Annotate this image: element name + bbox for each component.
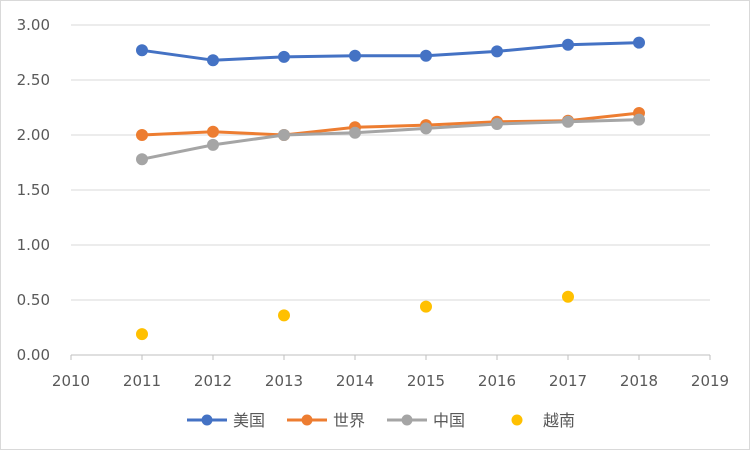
x-tick-label: 2019	[691, 372, 729, 390]
series-3	[136, 290, 574, 341]
data-point	[349, 49, 361, 62]
data-point	[207, 54, 219, 67]
data-point	[562, 290, 574, 303]
legend-label: 越南	[543, 411, 575, 430]
y-tick-label: 1.50	[17, 181, 50, 199]
legend-item: 世界	[287, 411, 365, 430]
data-point	[136, 153, 148, 166]
series-2	[136, 113, 645, 166]
data-point	[136, 328, 148, 341]
legend-item: 中国	[387, 411, 465, 430]
legend-label: 世界	[333, 411, 365, 430]
x-tick-label: 2018	[620, 372, 658, 390]
axes: 0.00 0.50 1.00 1.50 2.00 2.50 3.00 2010 2011 2012…	[17, 16, 730, 390]
data-point	[349, 126, 361, 139]
legend-item: 美国	[187, 411, 265, 430]
data-point	[562, 115, 574, 128]
y-tick-label: 0.00	[17, 346, 50, 364]
legend-marker	[401, 414, 413, 426]
data-point	[136, 129, 148, 141]
series-0	[136, 36, 645, 67]
data-point	[633, 113, 645, 126]
y-tick-label: 2.00	[17, 126, 50, 144]
legend-item: 越南	[511, 411, 575, 430]
legend-label: 美国	[233, 411, 265, 430]
y-tick-label: 0.50	[17, 291, 50, 309]
x-tick-label: 2012	[194, 372, 232, 390]
data-point	[278, 50, 290, 63]
x-tick-label: 2016	[478, 372, 516, 390]
legend-marker	[301, 414, 313, 426]
y-tick-label: 2.50	[17, 71, 50, 89]
legend: 美国 世界 中国 越南	[187, 411, 575, 430]
data-point	[633, 36, 645, 49]
legend-label: 中国	[433, 411, 465, 430]
series-line	[140, 41, 641, 62]
y-tick-label: 3.00	[17, 16, 50, 34]
series-line	[140, 118, 641, 161]
data-point	[136, 44, 148, 57]
data-point	[420, 49, 432, 62]
data-point	[491, 45, 503, 58]
gridlines	[71, 24, 710, 301]
x-tick-label: 2014	[336, 372, 374, 390]
data-point	[207, 125, 219, 138]
data-point	[278, 309, 290, 322]
data-point	[562, 38, 574, 51]
data-point	[207, 138, 219, 151]
data-point	[491, 118, 503, 130]
x-tick-label: 2017	[549, 372, 587, 390]
data-point	[278, 129, 290, 141]
data-point	[420, 300, 432, 313]
data-point	[420, 122, 432, 135]
x-tick-label: 2013	[265, 372, 303, 390]
x-tick-label: 2015	[407, 372, 445, 390]
x-tick-label: 2011	[123, 372, 161, 390]
legend-marker	[201, 414, 213, 426]
legend-marker	[511, 414, 523, 426]
x-tick-label: 2010	[52, 372, 90, 390]
y-tick-label: 1.00	[17, 236, 50, 254]
plot-area	[136, 36, 645, 341]
